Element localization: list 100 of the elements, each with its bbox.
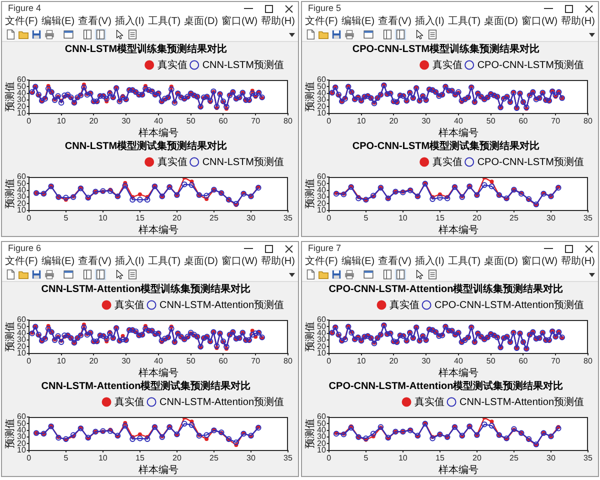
text: 帮助(H): [561, 16, 595, 28]
x-tick-label: 10: [398, 213, 408, 222]
x-tick-label: 25: [210, 213, 219, 222]
chart-title: CPO-CNN-LSTM模型测试集预测结果对比: [352, 140, 540, 152]
y-tick-label: 60: [316, 412, 326, 422]
x-tick-label: 35: [584, 453, 593, 462]
x-tick-label: 10: [356, 356, 366, 366]
y-tick-label: 30: [316, 95, 326, 104]
x-tick-label: 15: [135, 213, 145, 222]
y-tick-label: 20: [316, 342, 326, 351]
text: 查看(V): [78, 256, 112, 268]
x-axis-title: 样本编号: [138, 464, 178, 476]
x-tick-label: 30: [122, 116, 132, 126]
y-tick-label: 30: [16, 192, 26, 202]
y-tick-label: 40: [316, 426, 326, 435]
y-tick-label: 30: [316, 192, 326, 202]
x-tick-label: 15: [435, 453, 445, 462]
x-tick-label: 30: [246, 213, 256, 222]
legend-label: 真实值: [157, 58, 188, 71]
chart-title: CNN-LSTM模型训练集预测结果对比: [64, 42, 228, 55]
x-tick-label: 50: [186, 116, 196, 126]
y-tick-label: 60: [316, 315, 326, 324]
y-tick-label: 50: [316, 418, 326, 428]
text: 工具(T): [148, 16, 181, 28]
legend-label: CPO-CNN-LSTM预测值: [477, 58, 584, 71]
text: 桌面(D): [184, 256, 218, 268]
y-tick-label: 40: [16, 88, 26, 98]
x-axis-title: 样本编号: [138, 366, 178, 379]
x-tick-label: 0: [326, 213, 332, 222]
x-tick-label: 20: [89, 356, 99, 366]
x-tick-label: 10: [98, 213, 108, 222]
y-tick-label: 30: [316, 432, 326, 442]
y-tick-label: 30: [16, 335, 26, 344]
x-tick-label: 40: [154, 356, 164, 366]
legend-label: 真实值: [390, 298, 420, 311]
caption: Figure 7: [308, 243, 342, 254]
x-tick-label: 60: [518, 116, 528, 126]
y-axis-title: 预测值: [4, 82, 16, 112]
x-tick-label: 40: [454, 356, 464, 366]
y-tick-label: 60: [16, 315, 26, 324]
text: 桌面(D): [484, 256, 518, 268]
y-tick-label: 50: [16, 418, 26, 428]
y-tick-label: 10: [316, 446, 326, 455]
x-tick-label: 20: [172, 453, 182, 462]
text: 编辑(E): [41, 256, 75, 268]
x-tick-label: 70: [251, 116, 261, 126]
x-tick-label: 30: [546, 213, 556, 222]
x-tick-label: 80: [584, 356, 593, 366]
chart-title: CNN-LSTM模型测试集预测结果对比: [64, 140, 228, 152]
y-tick-label: 20: [16, 198, 26, 208]
caption: Figure 4: [8, 3, 42, 14]
y-tick-label: 20: [316, 438, 326, 448]
y-tick-label: 40: [316, 88, 326, 98]
y-tick-label: 10: [16, 348, 26, 358]
y-axis-title: 预测值: [304, 322, 316, 352]
text: 工具(T): [448, 16, 481, 28]
text: 桌面(D): [184, 16, 218, 28]
text: 查看(V): [378, 256, 412, 268]
caption: Figure 5: [308, 3, 342, 14]
x-tick-label: 0: [326, 453, 332, 462]
x-axis-title: 样本编号: [438, 126, 478, 139]
x-tick-label: 5: [364, 453, 369, 462]
x-tick-label: 20: [472, 213, 482, 222]
x-tick-label: 70: [251, 356, 261, 366]
x-tick-label: 25: [210, 453, 219, 462]
text: 桌面(D): [484, 16, 518, 28]
chart-title: CNN-LSTM-Attention模型训练集预测结果对比: [41, 282, 251, 295]
y-tick-label: 10: [16, 108, 26, 118]
x-tick-label: 70: [551, 356, 561, 366]
y-axis-title: 预测值: [4, 322, 16, 352]
legend-label: 真实值: [114, 298, 145, 311]
y-tick-label: 60: [316, 172, 326, 182]
text: 插入(I): [414, 256, 444, 268]
y-tick-label: 20: [16, 342, 26, 351]
x-axis-title: 样本编号: [438, 366, 478, 379]
legend-label: 真实值: [432, 156, 462, 168]
y-tick-label: 20: [16, 438, 26, 448]
chart-title: CPO-CNN-LSTM-Attention模型训练集预测结果对比: [328, 282, 564, 295]
x-tick-label: 35: [284, 213, 293, 222]
x-tick-label: 30: [546, 453, 556, 462]
legend-label: CNN-LSTM-Attention预测值: [460, 396, 584, 408]
y-tick-label: 30: [16, 432, 26, 442]
x-tick-label: 50: [486, 356, 496, 366]
chart-title: CNN-LSTM-Attention模型测试集预测结果对比: [41, 380, 251, 392]
legend-label: CPO-CNN-LSTM-Attention预测值: [434, 298, 584, 311]
x-tick-label: 25: [510, 213, 519, 222]
text: 文件(F): [5, 16, 38, 28]
y-tick-label: 10: [316, 348, 326, 358]
x-tick-label: 20: [389, 116, 399, 126]
x-tick-label: 60: [218, 116, 228, 126]
x-tick-label: 5: [64, 453, 69, 462]
x-tick-label: 30: [122, 356, 132, 366]
x-tick-label: 0: [26, 213, 32, 222]
y-tick-label: 50: [16, 82, 26, 91]
x-tick-label: 15: [435, 213, 445, 222]
y-axis-title: 预测值: [304, 418, 316, 449]
x-axis-title: 样本编号: [438, 224, 478, 236]
x-tick-label: 35: [284, 453, 293, 462]
chart-title: CPO-CNN-LSTM-Attention模型测试集预测结果对比: [328, 380, 564, 392]
x-tick-label: 10: [56, 356, 66, 366]
